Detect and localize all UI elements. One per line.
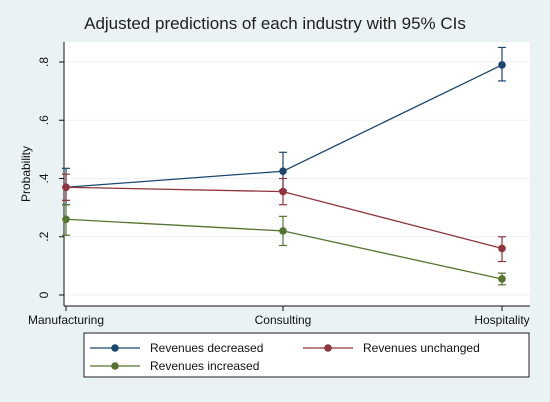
series-2 <box>62 204 506 286</box>
legend-item-1: Revenues unchanged <box>303 341 480 355</box>
legend-label: Revenues decreased <box>150 341 263 355</box>
legend-marker <box>111 362 119 370</box>
y-tick-label: .4 <box>37 173 51 183</box>
legend: Revenues decreased Revenues unchanged Reve… <box>83 332 530 378</box>
y-tick-label: .6 <box>37 115 51 125</box>
series-layer <box>62 46 506 286</box>
axes: 0 .2 .4 .6 .8 Manufacturing Consulting Hospital… <box>28 42 530 327</box>
chart-title: Adjusted predictions of each industry wi… <box>84 14 466 33</box>
y-tick-label: .2 <box>37 231 51 241</box>
data-point <box>279 187 287 196</box>
grid <box>64 61 530 296</box>
data-point <box>279 227 287 235</box>
x-tick-label: Manufacturing <box>28 313 104 327</box>
y-tick-label: 0 <box>37 291 51 298</box>
legend-box <box>83 332 530 378</box>
plot-area <box>64 42 530 306</box>
data-point <box>498 61 506 69</box>
legend-item-2: Revenues increased <box>90 359 259 373</box>
legend-item-0: Revenues decreased <box>90 341 263 355</box>
data-point <box>498 244 506 253</box>
y-tick-label: .8 <box>37 57 51 67</box>
legend-marker <box>111 344 119 352</box>
data-point <box>62 215 70 224</box>
legend-label: Revenues increased <box>150 359 259 373</box>
data-point <box>62 183 70 192</box>
y-axis-title: Probability <box>19 146 33 202</box>
legend-marker <box>324 344 332 352</box>
series-1 <box>62 173 506 263</box>
x-tick-label: Hospitality <box>474 313 529 327</box>
data-point <box>279 167 287 176</box>
x-tick-label: Consulting <box>255 313 312 327</box>
legend-label: Revenues unchanged <box>363 341 480 355</box>
data-point <box>498 275 506 283</box>
